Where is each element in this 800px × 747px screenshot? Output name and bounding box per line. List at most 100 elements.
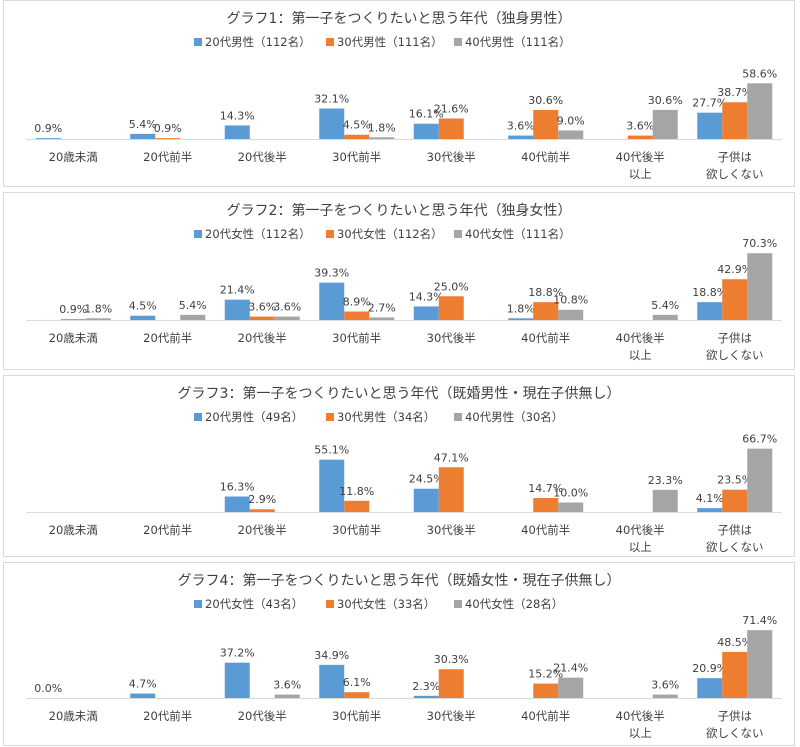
data-label: 10.8% — [553, 294, 588, 307]
legend-label: 40代女性（111名） — [465, 227, 571, 241]
bar — [224, 125, 250, 139]
bar — [274, 694, 300, 698]
data-label: 21.4% — [220, 284, 255, 297]
category-label: 20歳未満 — [49, 709, 98, 723]
data-label: 0.9% — [34, 122, 62, 135]
bar — [722, 102, 748, 139]
category-label: 20代後半 — [238, 709, 287, 723]
bar — [85, 318, 111, 320]
category-label: 30代後半 — [427, 150, 476, 164]
category-label: 20代前半 — [143, 709, 192, 723]
data-label: 0.9% — [154, 122, 182, 135]
data-label: 18.8% — [528, 286, 563, 299]
bar — [344, 311, 370, 320]
legend-label: 20代女性（112名） — [205, 227, 311, 241]
bar — [319, 459, 345, 512]
data-label: 6.1% — [343, 676, 371, 689]
bar — [508, 135, 534, 139]
bar — [652, 109, 678, 139]
bar — [249, 316, 275, 320]
data-label: 16.3% — [220, 481, 255, 494]
bar — [438, 296, 464, 320]
chart-svg: グラフ4：第一子をつくりたいと思う年代（既婚女性・現在子供無し） 20代女性（43… — [26, 572, 782, 740]
bar — [652, 314, 678, 320]
data-label: 20.9% — [692, 662, 727, 675]
chart-title: グラフ1：第一子をつくりたいと思う年代（独身男性） — [227, 10, 572, 27]
category-label: 20代前半 — [143, 331, 192, 345]
chart-title: グラフ4：第一子をつくりたいと思う年代（既婚女性・現在子供無し） — [178, 572, 621, 589]
category-label: 20歳未満 — [49, 150, 98, 164]
bar — [180, 314, 206, 320]
chart-svg: グラフ1：第一子をつくりたいと思う年代（独身男性） 20代男性（112名） 30代男… — [26, 10, 782, 181]
bar — [413, 306, 439, 320]
data-label: 4.5% — [129, 300, 157, 313]
data-label: 70.3% — [742, 237, 777, 250]
bar — [249, 509, 275, 512]
data-label: 55.1% — [314, 444, 349, 457]
legend-label: 30代女性（33名） — [337, 597, 435, 611]
data-label: 71.4% — [742, 614, 777, 627]
data-label: 42.9% — [717, 263, 752, 276]
data-label: 48.5% — [717, 636, 752, 649]
chart-title: グラフ2：第一子をつくりたいと思う年代（独身女性） — [227, 202, 572, 219]
bar — [224, 299, 250, 320]
data-label: 58.6% — [742, 67, 777, 80]
bar — [224, 662, 250, 698]
bar — [438, 118, 464, 139]
category-label: 40代後半 — [616, 150, 665, 164]
bar — [747, 448, 773, 512]
legend-label: 20代男性（49名） — [205, 410, 303, 424]
category-label: 30代後半 — [427, 709, 476, 723]
data-label: 15.2% — [528, 668, 563, 681]
bar — [747, 83, 773, 139]
data-label: 2.9% — [248, 493, 276, 506]
chart-panel-3: グラフ3：第一子をつくりたいと思う年代（既婚男性・現在子供無し） 20代男性（49… — [3, 375, 795, 557]
category-label: 30代後半 — [427, 523, 476, 537]
data-label: 16.1% — [409, 108, 444, 121]
chart-panel-1: グラフ1：第一子をつくりたいと思う年代（独身男性） 20代男性（112名） 30代男… — [3, 0, 795, 187]
legend-swatch — [454, 600, 462, 608]
category-label: 以上 — [629, 167, 652, 181]
chart-title: グラフ3：第一子をつくりたいと思う年代（既婚男性・現在子供無し） — [178, 385, 621, 402]
data-label: 38.7% — [717, 86, 752, 99]
data-label: 4.5% — [343, 119, 371, 132]
data-label: 11.8% — [339, 485, 374, 498]
bar — [697, 302, 723, 320]
bar — [319, 282, 345, 320]
chart-panel-4: グラフ4：第一子をつくりたいと思う年代（既婚女性・現在子供無し） 20代女性（43… — [3, 562, 795, 746]
bar — [344, 134, 370, 139]
data-label: 21.4% — [553, 662, 588, 675]
data-label: 14.3% — [409, 290, 444, 303]
category-label: 子供は — [718, 150, 753, 164]
bar — [60, 319, 86, 320]
bar — [369, 137, 395, 139]
data-label: 10.0% — [553, 487, 588, 500]
data-label: 3.6% — [626, 120, 654, 133]
category-label: 20代前半 — [143, 523, 192, 537]
data-label: 27.7% — [692, 97, 727, 110]
bar — [344, 500, 370, 512]
data-label: 30.6% — [528, 94, 563, 107]
category-label: 20代後半 — [238, 523, 287, 537]
data-label: 3.6% — [273, 301, 301, 314]
bar — [558, 309, 584, 320]
bar — [130, 693, 156, 698]
data-label: 5.4% — [651, 299, 679, 312]
category-label: 子供は — [718, 523, 753, 537]
data-label: 25.0% — [434, 280, 469, 293]
legend-swatch — [194, 600, 202, 608]
legend-swatch — [326, 38, 334, 46]
chart-svg: グラフ3：第一子をつくりたいと思う年代（既婚男性・現在子供無し） 20代男性（49… — [26, 385, 782, 554]
bar — [697, 508, 723, 512]
data-label: 1.8% — [368, 121, 396, 134]
data-label: 14.7% — [528, 482, 563, 495]
legend-swatch — [454, 230, 462, 238]
category-label: 40代後半 — [616, 709, 665, 723]
data-label: 0.9% — [59, 303, 87, 316]
category-label: 以上 — [629, 726, 652, 740]
data-label: 30.3% — [434, 653, 469, 666]
legend-swatch — [194, 38, 202, 46]
bar — [558, 502, 584, 512]
data-label: 1.8% — [507, 302, 535, 315]
data-label: 24.5% — [409, 473, 444, 486]
